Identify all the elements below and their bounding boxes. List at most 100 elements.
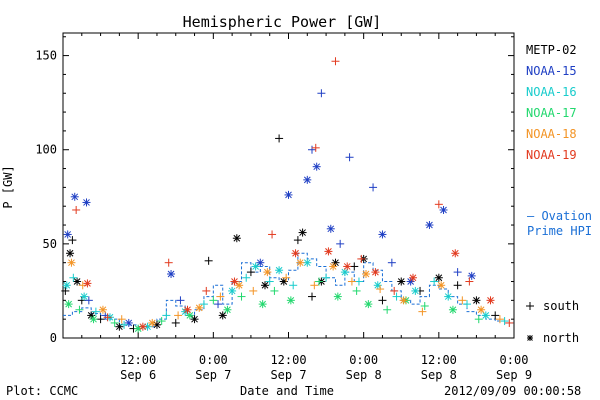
north-point (303, 258, 312, 267)
north-point (291, 249, 300, 258)
north-point (190, 315, 199, 324)
north-point (62, 281, 71, 290)
north-point (63, 230, 72, 239)
x-tick-date: Sep 9 (496, 368, 532, 382)
y-axis-ticks: 0 50 100 150 (35, 36, 514, 345)
north-point (183, 305, 192, 314)
legend-entry: NOAA-18 (526, 127, 577, 141)
south-point (289, 281, 298, 290)
south-point (237, 292, 246, 301)
north-point (98, 305, 107, 314)
south-point (120, 320, 129, 329)
north-point (434, 273, 443, 282)
x-tick-time: 0:00 (199, 353, 228, 367)
south-point (75, 305, 84, 314)
north-point (364, 300, 373, 309)
north-point (371, 268, 380, 277)
north-point (115, 322, 124, 331)
north-point (329, 262, 338, 271)
north-point (275, 266, 284, 275)
north-point (67, 258, 76, 267)
south-point (69, 273, 78, 282)
south-point (369, 183, 378, 192)
x-tick-time: 12:00 (421, 353, 457, 367)
x-tick-time: 0:00 (500, 353, 529, 367)
south-point (453, 281, 462, 290)
south-point (465, 277, 474, 286)
x-tick-time: 12:00 (120, 353, 156, 367)
south-point (174, 311, 183, 320)
x-axis-label: Date and Time (240, 384, 334, 398)
south-point (242, 273, 251, 282)
legend-entry: NOAA-16 (526, 85, 577, 99)
south-point (307, 292, 316, 301)
south-point (199, 300, 208, 309)
south-point (505, 318, 514, 327)
north-point (486, 296, 495, 305)
north-point (83, 279, 92, 288)
south-point (216, 292, 225, 301)
north-point (235, 281, 244, 290)
south-legend-label: south (543, 299, 579, 313)
y-tick-label: 50 (43, 237, 57, 251)
south-point (331, 57, 340, 66)
x-tick-time: 0:00 (349, 353, 378, 367)
north-point (472, 296, 481, 305)
south-point (383, 305, 392, 314)
south-point (350, 262, 359, 271)
north-point (223, 305, 232, 314)
north-point (89, 315, 98, 324)
north-point (80, 292, 89, 301)
south-point (376, 285, 385, 294)
south-point (164, 258, 173, 267)
south-point (176, 296, 185, 305)
south-point (103, 313, 112, 322)
south-point (434, 200, 443, 209)
y-tick-label: 100 (35, 143, 57, 157)
north-point (397, 277, 406, 286)
north-point (70, 192, 79, 201)
north-point (333, 292, 342, 301)
north-point (258, 300, 267, 309)
north-point (303, 175, 312, 184)
south-point (72, 205, 81, 214)
ovation-hpi-path (63, 252, 514, 328)
x-tick-date: Sep 8 (421, 368, 457, 382)
north-point (64, 300, 73, 309)
south-point (214, 300, 223, 309)
x-tick-time: 12:00 (270, 353, 306, 367)
north-point (378, 230, 387, 239)
north-point (481, 311, 490, 320)
south-point (84, 296, 93, 305)
north-point (148, 318, 157, 327)
south-point (310, 281, 319, 290)
north-point (324, 247, 333, 256)
south-point (307, 145, 316, 154)
x-tick-date: Sep 7 (270, 368, 306, 382)
south-point (392, 292, 401, 301)
north-point (228, 286, 237, 295)
south-point (117, 315, 126, 324)
ovation-legend-line1: — Ovation (527, 209, 592, 223)
south-point (418, 307, 427, 316)
north-legend-label: north (543, 331, 579, 345)
south-point (268, 230, 277, 239)
north-point (312, 162, 321, 171)
north-point (444, 292, 453, 301)
north-point (232, 234, 241, 243)
north-point (218, 311, 227, 320)
south-point (315, 277, 324, 286)
south-point (378, 296, 387, 305)
south-point (171, 318, 180, 327)
north-point (298, 228, 307, 237)
legend-entry: NOAA-15 (526, 64, 577, 78)
south-point (110, 318, 119, 327)
legend-entry: METP-02 (526, 43, 577, 57)
north-point (230, 277, 239, 286)
north-point (296, 258, 305, 267)
north-point (408, 273, 417, 282)
south-point (61, 286, 70, 295)
south-point (453, 268, 462, 277)
north-point (477, 305, 486, 314)
